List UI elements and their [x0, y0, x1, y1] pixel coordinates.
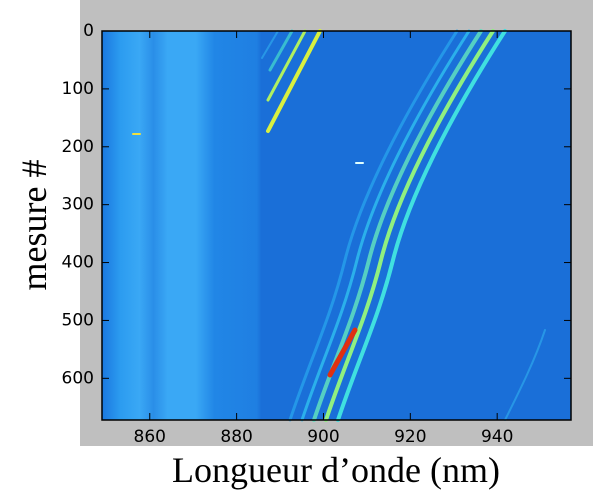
ticks: 860 880 900 920 940 0 100 200 300 400 500 600 — [62, 21, 571, 447]
y-tick-label: 100 — [62, 79, 94, 99]
plot-frame — [101, 30, 572, 421]
x-tick-label: 900 — [307, 427, 339, 447]
x-tick-label: 920 — [394, 427, 426, 447]
y-tick-label: 0 — [83, 21, 94, 41]
x-axis-label: Longueur d’onde (nm) — [172, 450, 500, 490]
y-axis-label: mesure # — [14, 160, 54, 291]
heatmap-image — [102, 29, 571, 422]
x-tick-label: 880 — [220, 427, 252, 447]
y-tick-label: 600 — [62, 368, 94, 388]
y-tick-label: 500 — [62, 310, 94, 330]
y-tick-label: 200 — [62, 137, 94, 157]
y-tick-label: 400 — [62, 253, 94, 273]
y-tick-label: 300 — [62, 195, 94, 215]
x-tick-label: 860 — [134, 427, 166, 447]
x-tick-label: 940 — [481, 427, 513, 447]
